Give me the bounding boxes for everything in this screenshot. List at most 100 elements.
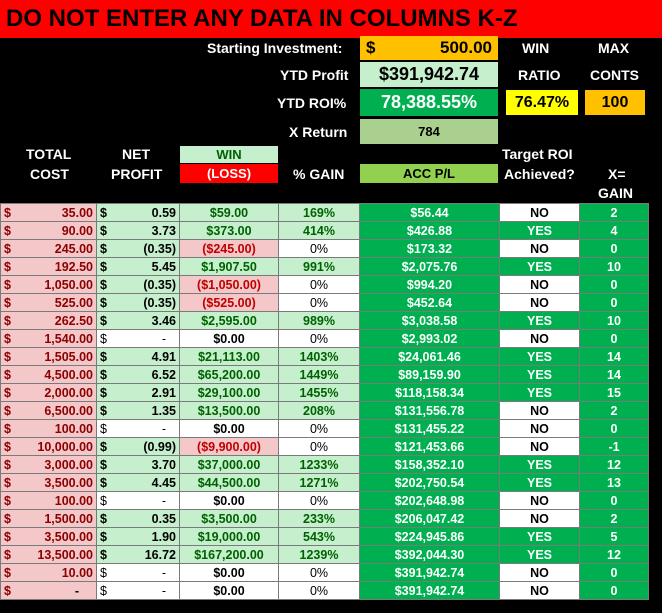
target-roi-cell[interactable]: NO [499,203,580,222]
cost-cell[interactable]: $1,505.00 [0,347,97,366]
pct-gain-cell[interactable]: 1449% [278,365,360,384]
target-roi-cell[interactable]: NO [499,437,580,456]
win-loss-cell[interactable]: $29,100.00 [179,383,279,402]
pct-gain-cell[interactable]: 0% [278,563,360,582]
cost-cell[interactable]: $245.00 [0,239,97,258]
win-loss-cell[interactable]: $1,907.50 [179,257,279,276]
win-ratio-cell[interactable]: 76.47% [506,90,578,115]
target-roi-cell[interactable]: YES [499,545,580,564]
cost-cell[interactable]: $1,500.00 [0,509,97,528]
target-roi-cell[interactable]: NO [499,419,580,438]
x-gain-cell[interactable]: 10 [579,257,649,276]
acc-pl-cell[interactable]: $391,942.74 [359,581,500,600]
pct-gain-cell[interactable]: 0% [278,419,360,438]
x-gain-cell[interactable]: 10 [579,311,649,330]
x-gain-cell[interactable]: 0 [579,491,649,510]
x-gain-cell[interactable]: 12 [579,455,649,474]
win-loss-cell[interactable]: $0.00 [179,581,279,600]
x-return-cell[interactable]: 784 [360,119,498,144]
cost-cell[interactable]: $6,500.00 [0,401,97,420]
win-loss-cell[interactable]: $0.00 [179,491,279,510]
pct-gain-cell[interactable]: 0% [278,437,360,456]
win-loss-cell[interactable]: ($9,900.00) [179,437,279,456]
pct-gain-cell[interactable]: 991% [278,257,360,276]
x-gain-cell[interactable]: 5 [579,527,649,546]
pct-gain-cell[interactable]: 1233% [278,455,360,474]
net-profit-cell[interactable]: $ - [96,491,180,510]
win-loss-cell[interactable]: ($245.00) [179,239,279,258]
net-profit-cell[interactable]: $4.45 [96,473,180,492]
pct-gain-cell[interactable]: 1239% [278,545,360,564]
pct-gain-cell[interactable]: 1403% [278,347,360,366]
acc-pl-cell[interactable]: $206,047.42 [359,509,500,528]
cost-cell[interactable]: $262.50 [0,311,97,330]
cost-cell[interactable]: $35.00 [0,203,97,222]
net-profit-cell[interactable]: $5.45 [96,257,180,276]
cost-cell[interactable]: $192.50 [0,257,97,276]
cost-cell[interactable]: $10.00 [0,563,97,582]
target-roi-cell[interactable]: YES [499,257,580,276]
acc-pl-cell[interactable]: $56.44 [359,203,500,222]
target-roi-cell[interactable]: YES [499,221,580,240]
net-profit-cell[interactable]: $3.73 [96,221,180,240]
x-gain-cell[interactable]: 15 [579,383,649,402]
x-gain-cell[interactable]: 0 [579,275,649,294]
pct-gain-cell[interactable]: 233% [278,509,360,528]
pct-gain-cell[interactable]: 0% [278,239,360,258]
pct-gain-cell[interactable]: 169% [278,203,360,222]
win-loss-cell[interactable]: $167,200.00 [179,545,279,564]
win-loss-cell[interactable]: $37,000.00 [179,455,279,474]
win-loss-cell[interactable]: $59.00 [179,203,279,222]
cost-cell[interactable]: $1,540.00 [0,329,97,348]
net-profit-cell[interactable]: $3.70 [96,455,180,474]
cost-cell[interactable]: $100.00 [0,491,97,510]
acc-pl-cell[interactable]: $173.32 [359,239,500,258]
net-profit-cell[interactable]: $ - [96,581,180,600]
win-loss-cell[interactable]: $2,595.00 [179,311,279,330]
target-roi-cell[interactable]: NO [499,491,580,510]
target-roi-cell[interactable]: YES [499,455,580,474]
x-gain-cell[interactable]: 0 [579,419,649,438]
ytd-profit-cell[interactable]: $391,942.74 [360,62,498,87]
win-loss-cell[interactable]: $19,000.00 [179,527,279,546]
acc-pl-cell[interactable]: $121,453.66 [359,437,500,456]
pct-gain-cell[interactable]: 1455% [278,383,360,402]
acc-pl-cell[interactable]: $118,158.34 [359,383,500,402]
x-gain-cell[interactable]: 0 [579,563,649,582]
acc-pl-cell[interactable]: $131,455.22 [359,419,500,438]
acc-pl-cell[interactable]: $2,993.02 [359,329,500,348]
cost-cell[interactable]: $2,000.00 [0,383,97,402]
pct-gain-cell[interactable]: 1271% [278,473,360,492]
acc-pl-cell[interactable]: $202,648.98 [359,491,500,510]
acc-pl-cell[interactable]: $131,556.78 [359,401,500,420]
target-roi-cell[interactable]: YES [499,365,580,384]
target-roi-cell[interactable]: YES [499,383,580,402]
pct-gain-cell[interactable]: 543% [278,527,360,546]
win-loss-cell[interactable]: $44,500.00 [179,473,279,492]
win-loss-cell[interactable]: $21,113.00 [179,347,279,366]
cost-cell[interactable]: $3,500.00 [0,473,97,492]
cost-cell[interactable]: $4,500.00 [0,365,97,384]
pct-gain-cell[interactable]: 0% [278,491,360,510]
pct-gain-cell[interactable]: 0% [278,581,360,600]
target-roi-cell[interactable]: YES [499,311,580,330]
net-profit-cell[interactable]: $1.90 [96,527,180,546]
x-gain-cell[interactable]: 0 [579,329,649,348]
cost-cell[interactable]: $ - [0,581,97,600]
cost-cell[interactable]: $90.00 [0,221,97,240]
acc-pl-cell[interactable]: $224,945.86 [359,527,500,546]
net-profit-cell[interactable]: $2.91 [96,383,180,402]
win-loss-cell[interactable]: $13,500.00 [179,401,279,420]
pct-gain-cell[interactable]: 0% [278,293,360,312]
net-profit-cell[interactable]: $ (0.35) [96,275,180,294]
acc-pl-cell[interactable]: $392,044.30 [359,545,500,564]
x-gain-cell[interactable]: 0 [579,239,649,258]
win-loss-cell[interactable]: ($525.00) [179,293,279,312]
win-loss-cell[interactable]: $65,200.00 [179,365,279,384]
target-roi-cell[interactable]: NO [499,293,580,312]
x-gain-cell[interactable]: 4 [579,221,649,240]
target-roi-cell[interactable]: YES [499,473,580,492]
acc-pl-cell[interactable]: $89,159.90 [359,365,500,384]
win-loss-cell[interactable]: $3,500.00 [179,509,279,528]
win-loss-cell[interactable]: $373.00 [179,221,279,240]
